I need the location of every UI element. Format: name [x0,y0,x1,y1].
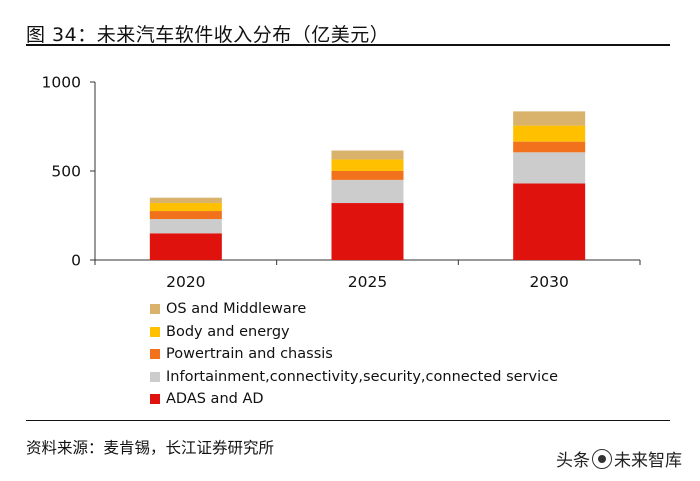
bar-segment-infotainment-2025 [331,179,404,204]
bar-segment-infotainment-2020 [149,219,222,234]
bar-segment-body-energy-2020 [149,203,222,212]
legend-item: Infortainment,connectivity,security,conn… [150,366,558,389]
legend-swatch [150,394,160,405]
watermark-account: 未来智库 [614,451,682,471]
legend-label: Body and energy [166,323,290,340]
x-tick-label: 2025 [348,273,387,291]
chart-title: 图 34：未来汽车软件收入分布（亿美元） [26,24,390,46]
y-tick-label: 0 [71,252,81,270]
watermark: 头条 未来智库 [556,446,682,471]
legend-label: OS and Middleware [166,301,307,317]
source-note: 资料来源：麦肯锡，长江证券研究所 [26,439,275,457]
legend-label: Powertrain and chassis [166,346,333,362]
bar-segment-os-middleware-2025 [331,150,404,160]
legend-item: Powertrain and chassis [150,343,558,366]
y-tick-label: 500 [51,163,81,181]
bar-segment-os-middleware-2030 [513,111,586,126]
x-tick-label: 2020 [166,273,205,291]
bar-segment-body-energy-2030 [513,125,586,142]
watermark-prefix: 头条 [556,451,590,471]
legend-item: ADAS and AD [150,388,558,411]
bar-segment-os-middleware-2020 [149,197,222,204]
bar-segment-adas-2025 [331,203,404,260]
bar-segment-powertrain-2030 [513,141,586,153]
bar-segment-powertrain-2020 [149,211,222,220]
bar-segment-powertrain-2025 [331,171,404,180]
bar-segment-infotainment-2030 [513,152,586,184]
legend-item: Body and energy [150,321,558,344]
legend-label: Infortainment,connectivity,security,conn… [166,368,559,385]
legend-label: ADAS and AD [166,391,264,407]
footer-rule [26,420,670,421]
stacked-bar-chart: 0 500 1000 2020 2025 2030 [42,74,641,291]
bar-segment-adas-2020 [149,233,222,260]
y-tick-label: 1000 [42,74,81,92]
legend-item: OS and Middleware [150,298,558,321]
legend-swatch [150,304,160,315]
legend-swatch [150,326,160,337]
bar-segment-body-energy-2025 [331,159,404,171]
legend-swatch [150,349,160,360]
watermark-logo-icon [592,448,612,469]
legend-swatch [150,371,160,382]
title-rule [26,44,670,46]
chart-legend: OS and Middleware Body and energy Powertra… [150,298,558,411]
bar-segment-adas-2030 [513,183,586,260]
x-tick-label: 2030 [529,273,568,291]
